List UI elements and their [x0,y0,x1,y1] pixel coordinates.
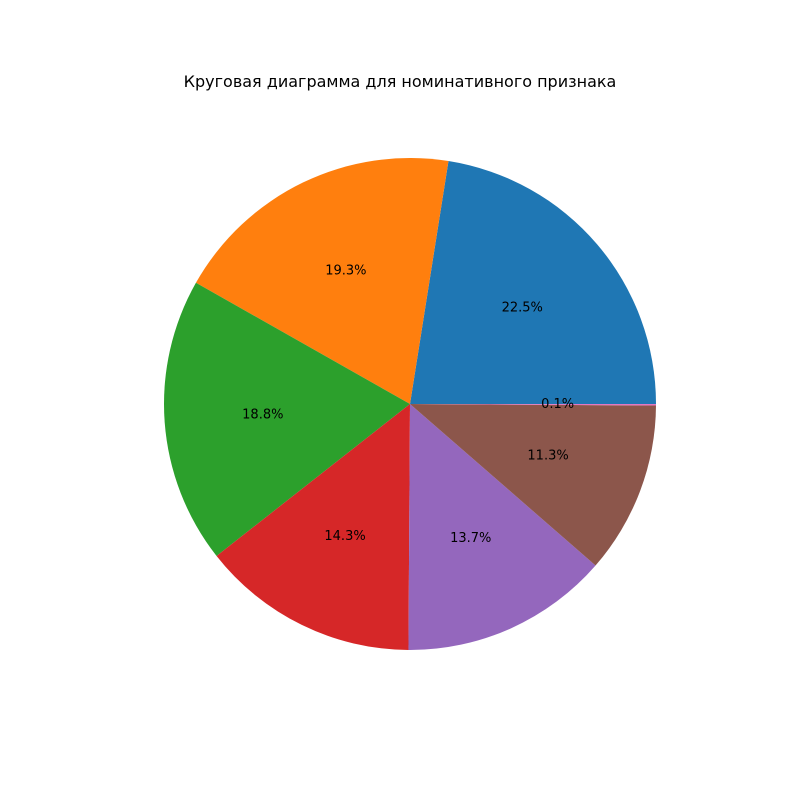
pie-slice-7 [410,404,656,406]
slice-label-3: 18.8% [242,408,283,423]
pie-slice-5 [408,404,596,650]
labels-layer: 22.5% 19.3% 18.8% 14.3% 13.7% 11.3% 0.1% [242,264,574,546]
pie-slice-4 [216,404,410,650]
pie-slice-3 [164,282,410,556]
slice-label-6: 11.3% [527,449,568,464]
slices-layer [164,158,656,650]
pie-slice-6 [410,404,656,566]
slice-label-4: 14.3% [324,529,365,544]
slice-label-7: 0.1% [541,397,574,412]
slice-label-1: 22.5% [502,301,543,316]
slice-label-2: 19.3% [325,264,366,279]
chart-title: Круговая диаграмма для номинативного при… [183,72,617,91]
pie-slice-1 [410,161,656,404]
pie-slice-2 [195,158,449,404]
slice-label-5: 13.7% [450,531,491,546]
